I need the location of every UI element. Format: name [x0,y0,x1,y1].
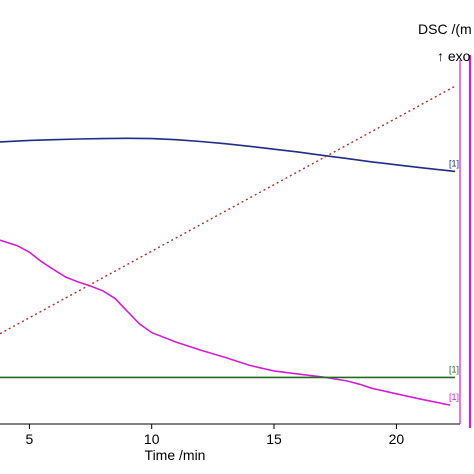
x-tick-label: 20 [389,431,405,447]
x-ticks: 5 10 15 20 [26,424,405,447]
series-tag-blue: [1] [449,158,459,168]
series-tag-magenta: [1] [449,392,459,402]
series-tag-green: [1] [449,364,459,374]
exo-indicator: ↑ exo [437,48,471,64]
series-line-temperature [0,85,456,335]
y-axis-title: DSC /(m [418,21,472,37]
x-axis-title: Time /min [145,447,206,463]
series-line-blue [0,137,456,173]
x-tick-label: 5 [26,431,34,447]
series-layer: [1] [1] [1] [0,85,459,406]
series-line-magenta [0,239,451,406]
x-tick-label: 10 [144,431,160,447]
x-tick-label: 15 [266,431,282,447]
